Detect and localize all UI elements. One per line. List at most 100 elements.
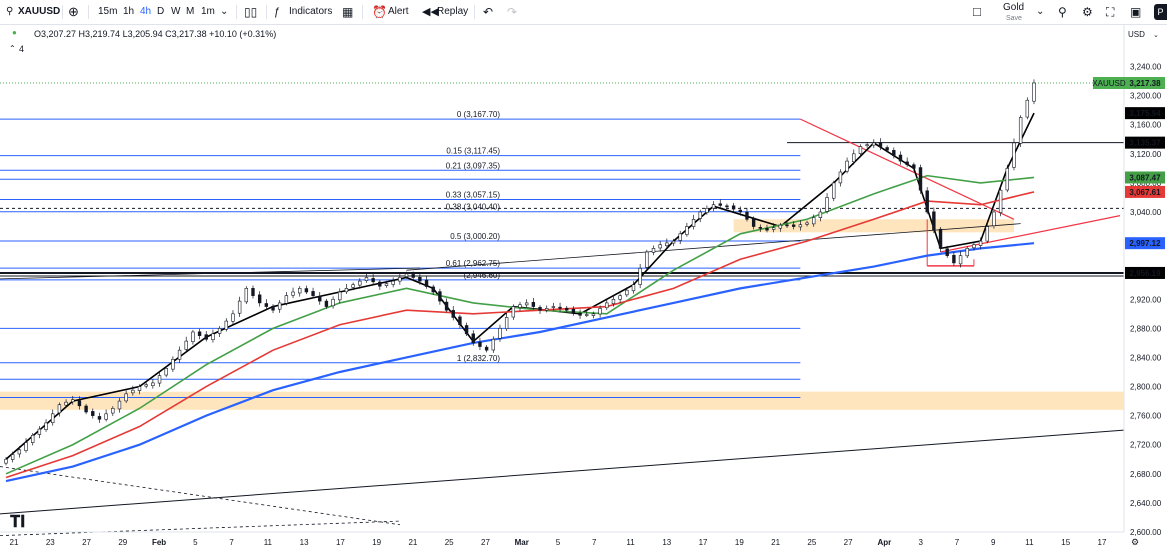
candle-body bbox=[805, 222, 809, 225]
fullscreen-icon[interactable]: ⛶ bbox=[1106, 5, 1115, 19]
candles-icon[interactable]: ▯▯ bbox=[244, 5, 258, 19]
candle-body bbox=[524, 302, 529, 306]
time-tick-label: 11 bbox=[1025, 538, 1034, 547]
candle-body bbox=[751, 218, 756, 227]
candle-body bbox=[444, 301, 449, 311]
candle-body bbox=[745, 211, 749, 220]
interval-w[interactable]: W bbox=[171, 6, 181, 17]
chevron-down-icon[interactable]: ⌄ bbox=[220, 6, 229, 17]
alert-button[interactable]: Alert bbox=[388, 6, 409, 17]
candle-body bbox=[37, 428, 42, 435]
quick-search-icon[interactable]: ⚲ bbox=[1058, 5, 1067, 19]
price-tick-label: 2,760.00 bbox=[1130, 412, 1162, 421]
time-tick-label: 11 bbox=[264, 538, 273, 547]
interval-m[interactable]: M bbox=[186, 6, 195, 17]
candle-body bbox=[591, 313, 596, 316]
price-tick-label: 2,600.00 bbox=[1130, 528, 1162, 537]
candle-body bbox=[338, 291, 342, 301]
symbol-button[interactable]: XAUUSD bbox=[18, 6, 61, 17]
undo-icon[interactable]: ↶ bbox=[483, 5, 494, 19]
candle-body bbox=[551, 306, 556, 308]
candle-body bbox=[571, 308, 576, 314]
candle-body bbox=[404, 273, 409, 277]
publish-button[interactable]: P bbox=[1154, 4, 1167, 20]
candle-body bbox=[24, 442, 28, 451]
add-symbol-icon[interactable]: ⊕ bbox=[68, 4, 79, 19]
replay-button[interactable]: Replay bbox=[437, 6, 469, 17]
price-label-text: 3,067.61 bbox=[1129, 188, 1161, 197]
time-tick-label: 11 bbox=[626, 538, 635, 547]
candle-body bbox=[758, 227, 763, 229]
candle-body bbox=[565, 307, 569, 311]
layout-name[interactable]: Gold bbox=[1003, 2, 1025, 13]
alarm-clock-icon[interactable]: ⏰ bbox=[372, 5, 387, 19]
price-tick-label: 2,800.00 bbox=[1130, 383, 1162, 392]
divider bbox=[62, 5, 63, 19]
moving-average-line bbox=[5, 191, 1035, 479]
camera-icon[interactable]: ▣ bbox=[1130, 5, 1142, 19]
candle-body bbox=[424, 279, 429, 287]
candle-body bbox=[84, 405, 88, 413]
collapse-chevron-icon[interactable]: ⌃ bbox=[9, 44, 16, 53]
candle-body bbox=[1032, 82, 1036, 102]
candle-body bbox=[491, 338, 495, 351]
candle-body bbox=[204, 334, 208, 340]
search-icon[interactable]: ⚲ bbox=[6, 6, 14, 17]
axis-settings-gear-icon[interactable]: ⚙ bbox=[1131, 537, 1140, 547]
interval-1h[interactable]: 1h bbox=[123, 6, 135, 17]
candle-body bbox=[111, 408, 115, 414]
currency-label[interactable]: USD bbox=[1128, 30, 1145, 39]
price-tick-label: 3,080.00 bbox=[1130, 179, 1162, 188]
interval-d[interactable]: D bbox=[157, 6, 165, 17]
candle-body bbox=[451, 310, 455, 318]
fullscreen-square-icon[interactable]: □ bbox=[973, 4, 981, 19]
candle-body bbox=[765, 228, 769, 231]
candle-body bbox=[898, 154, 903, 162]
candle-body bbox=[71, 399, 75, 403]
time-tick-label: 25 bbox=[445, 538, 454, 547]
candle-body bbox=[885, 147, 889, 151]
time-tick-label: 13 bbox=[300, 538, 309, 547]
supply-zone bbox=[0, 391, 1124, 410]
layouts-icon[interactable]: ▦ bbox=[342, 5, 354, 19]
fib-level-label: 0.38 (3,040.40) bbox=[446, 203, 501, 212]
time-tick-label: 19 bbox=[735, 538, 744, 547]
time-tick-label: 13 bbox=[662, 538, 671, 547]
indicators-button[interactable]: Indicators bbox=[289, 6, 333, 17]
supply-zone bbox=[733, 219, 1014, 233]
candle-body bbox=[371, 278, 375, 283]
candle-body bbox=[331, 298, 335, 307]
time-tick-label: 25 bbox=[807, 538, 816, 547]
interval-4h[interactable]: 4h bbox=[140, 6, 152, 17]
candle-body bbox=[164, 368, 168, 376]
candle-body bbox=[1012, 142, 1016, 168]
interval-1m[interactable]: 1m bbox=[201, 6, 215, 17]
candle-body bbox=[31, 434, 35, 443]
interval-15m[interactable]: 15m bbox=[98, 6, 118, 17]
divider bbox=[88, 5, 89, 19]
candle-body bbox=[311, 291, 315, 296]
candle-body bbox=[878, 142, 883, 147]
candle-body bbox=[545, 308, 549, 311]
time-tick-label: Mar bbox=[515, 538, 529, 547]
redo-icon: ↷ bbox=[507, 5, 518, 19]
candle-body bbox=[998, 189, 1003, 213]
chevron-down-icon[interactable]: ⌄ bbox=[1036, 6, 1045, 17]
candle-body bbox=[791, 224, 796, 227]
time-tick-label: 27 bbox=[82, 538, 91, 547]
candle-body bbox=[191, 331, 195, 342]
candle-body bbox=[698, 211, 702, 219]
candle-body bbox=[778, 224, 783, 229]
candle-body bbox=[965, 248, 969, 257]
settings-gear-icon[interactable]: ⚙ bbox=[1082, 5, 1093, 19]
candle-body bbox=[177, 349, 182, 360]
candle-body bbox=[738, 209, 742, 213]
candle-body bbox=[44, 422, 48, 430]
candle-body bbox=[511, 306, 516, 318]
currency-chevron-icon[interactable]: ⌄ bbox=[1153, 32, 1159, 39]
price-tick-label: 2,840.00 bbox=[1130, 353, 1162, 362]
indicators-icon[interactable]: ƒ bbox=[274, 6, 281, 18]
replay-icon[interactable]: ◀◀ bbox=[422, 6, 439, 18]
candle-body bbox=[978, 240, 983, 246]
